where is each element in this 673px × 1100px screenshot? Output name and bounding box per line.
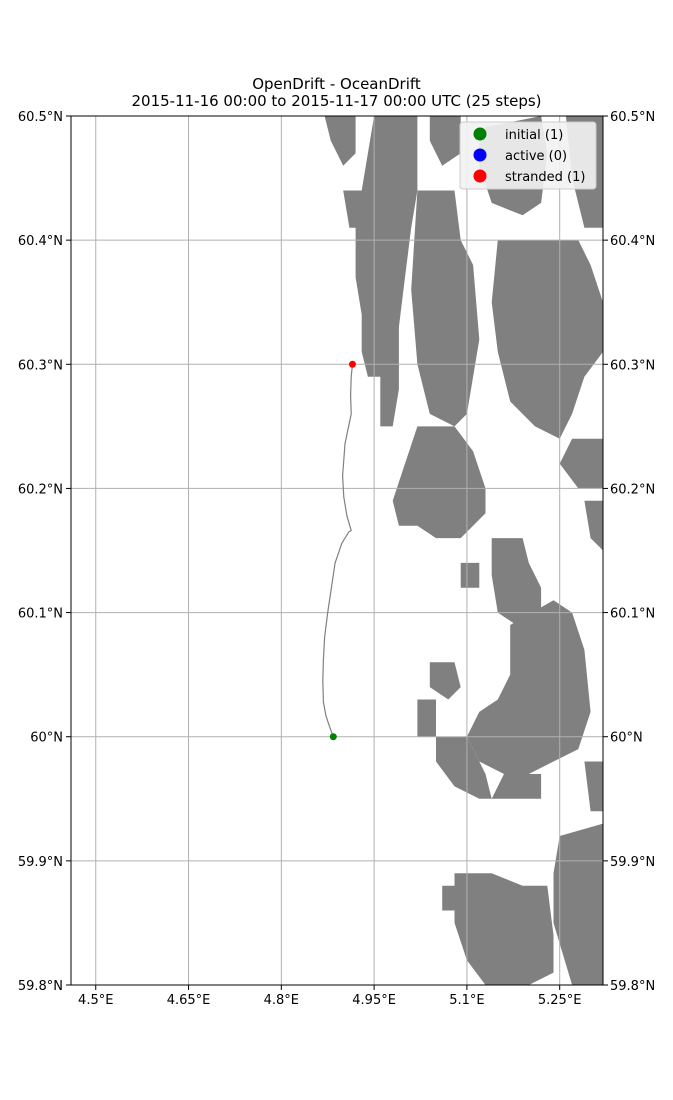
land-polygon-2 — [343, 190, 368, 228]
y-tick-label-right-5: 60.3°N — [610, 358, 655, 373]
legend-marker-stranded — [473, 169, 487, 183]
y-tick-label-left-0: 59.8°N — [18, 979, 63, 994]
stranded-point — [348, 360, 356, 368]
y-tick-label-left-6: 60.4°N — [18, 234, 63, 249]
y-ticks: 59.8°N 59.8°N 59.9°N 59.9°N 60°N 60°N 60.1°N 60… — [18, 110, 655, 994]
land-polygon-3 — [429, 116, 461, 166]
x-tick-label-3: 4.95°E — [352, 993, 396, 1008]
land-layer — [324, 116, 603, 985]
land-polygon-17 — [491, 774, 542, 799]
y-tick-label-right-6: 60.4°N — [610, 234, 655, 249]
legend-label-active: active (0) — [505, 149, 567, 164]
land-polygon-20 — [454, 873, 554, 985]
y-tick-label-right-3: 60.1°N — [610, 607, 655, 622]
land-polygon-0 — [355, 116, 418, 427]
land-polygon-14 — [429, 662, 461, 700]
land-polygon-6 — [491, 240, 603, 439]
y-tick-label-left-5: 60.3°N — [18, 358, 63, 373]
y-tick-label-left-2: 60°N — [30, 731, 63, 746]
y-tick-label-right-1: 59.9°N — [610, 855, 655, 870]
y-tick-label-right-0: 59.8°N — [610, 979, 655, 994]
legend-label-initial: initial (1) — [505, 128, 563, 143]
chart-title: OpenDrift - OceanDrift — [252, 75, 421, 93]
legend-marker-initial — [473, 127, 487, 141]
land-polygon-21 — [442, 885, 461, 911]
x-tick-label-2: 4.8°E — [264, 993, 299, 1008]
land-polygon-18 — [584, 761, 603, 812]
plot-frame — [70, 115, 604, 986]
land-polygon-13 — [466, 600, 591, 774]
y-tick-label-right-2: 60°N — [610, 731, 643, 746]
land-polygon-10 — [584, 500, 603, 551]
point-layer — [329, 360, 356, 741]
x-ticks: 4.5°E 4.65°E 4.8°E 4.95°E 5.1°E 5.25°E — [78, 985, 582, 1008]
y-tick-label-right-4: 60.2°N — [610, 482, 655, 497]
y-tick-label-left-3: 60.1°N — [18, 607, 63, 622]
legend: initial (1) active (0) stranded (1) — [459, 121, 597, 190]
initial-point — [329, 733, 337, 741]
land-polygon-19 — [553, 823, 603, 985]
x-tick-label-1: 4.65°E — [167, 993, 211, 1008]
land-polygon-12 — [491, 538, 542, 625]
y-tick-label-left-1: 59.9°N — [18, 855, 63, 870]
y-tick-label-left-7: 60.5°N — [18, 110, 63, 125]
x-tick-label-5: 5.25°E — [538, 993, 582, 1008]
land-polygon-1 — [324, 116, 356, 166]
legend-marker-active — [473, 148, 487, 162]
y-tick-label-right-7: 60.5°N — [610, 110, 655, 125]
y-tick-label-left-4: 60.2°N — [18, 482, 63, 497]
land-polygon-15 — [417, 699, 436, 737]
land-polygon-4 — [411, 190, 480, 427]
trajectory-layer — [322, 364, 354, 737]
x-tick-label-0: 4.5°E — [78, 993, 113, 1008]
x-tick-label-4: 5.1°E — [449, 993, 484, 1008]
land-polygon-9 — [392, 426, 486, 539]
land-polygon-16 — [436, 736, 492, 799]
land-polygon-11 — [460, 562, 480, 588]
legend-label-stranded: stranded (1) — [505, 170, 585, 185]
chart-subtitle: 2015-11-16 00:00 to 2015-11-17 00:00 UTC… — [131, 92, 541, 110]
legend-box — [459, 121, 597, 190]
land-polygon-8 — [559, 438, 603, 489]
trajectory-line — [322, 364, 354, 737]
